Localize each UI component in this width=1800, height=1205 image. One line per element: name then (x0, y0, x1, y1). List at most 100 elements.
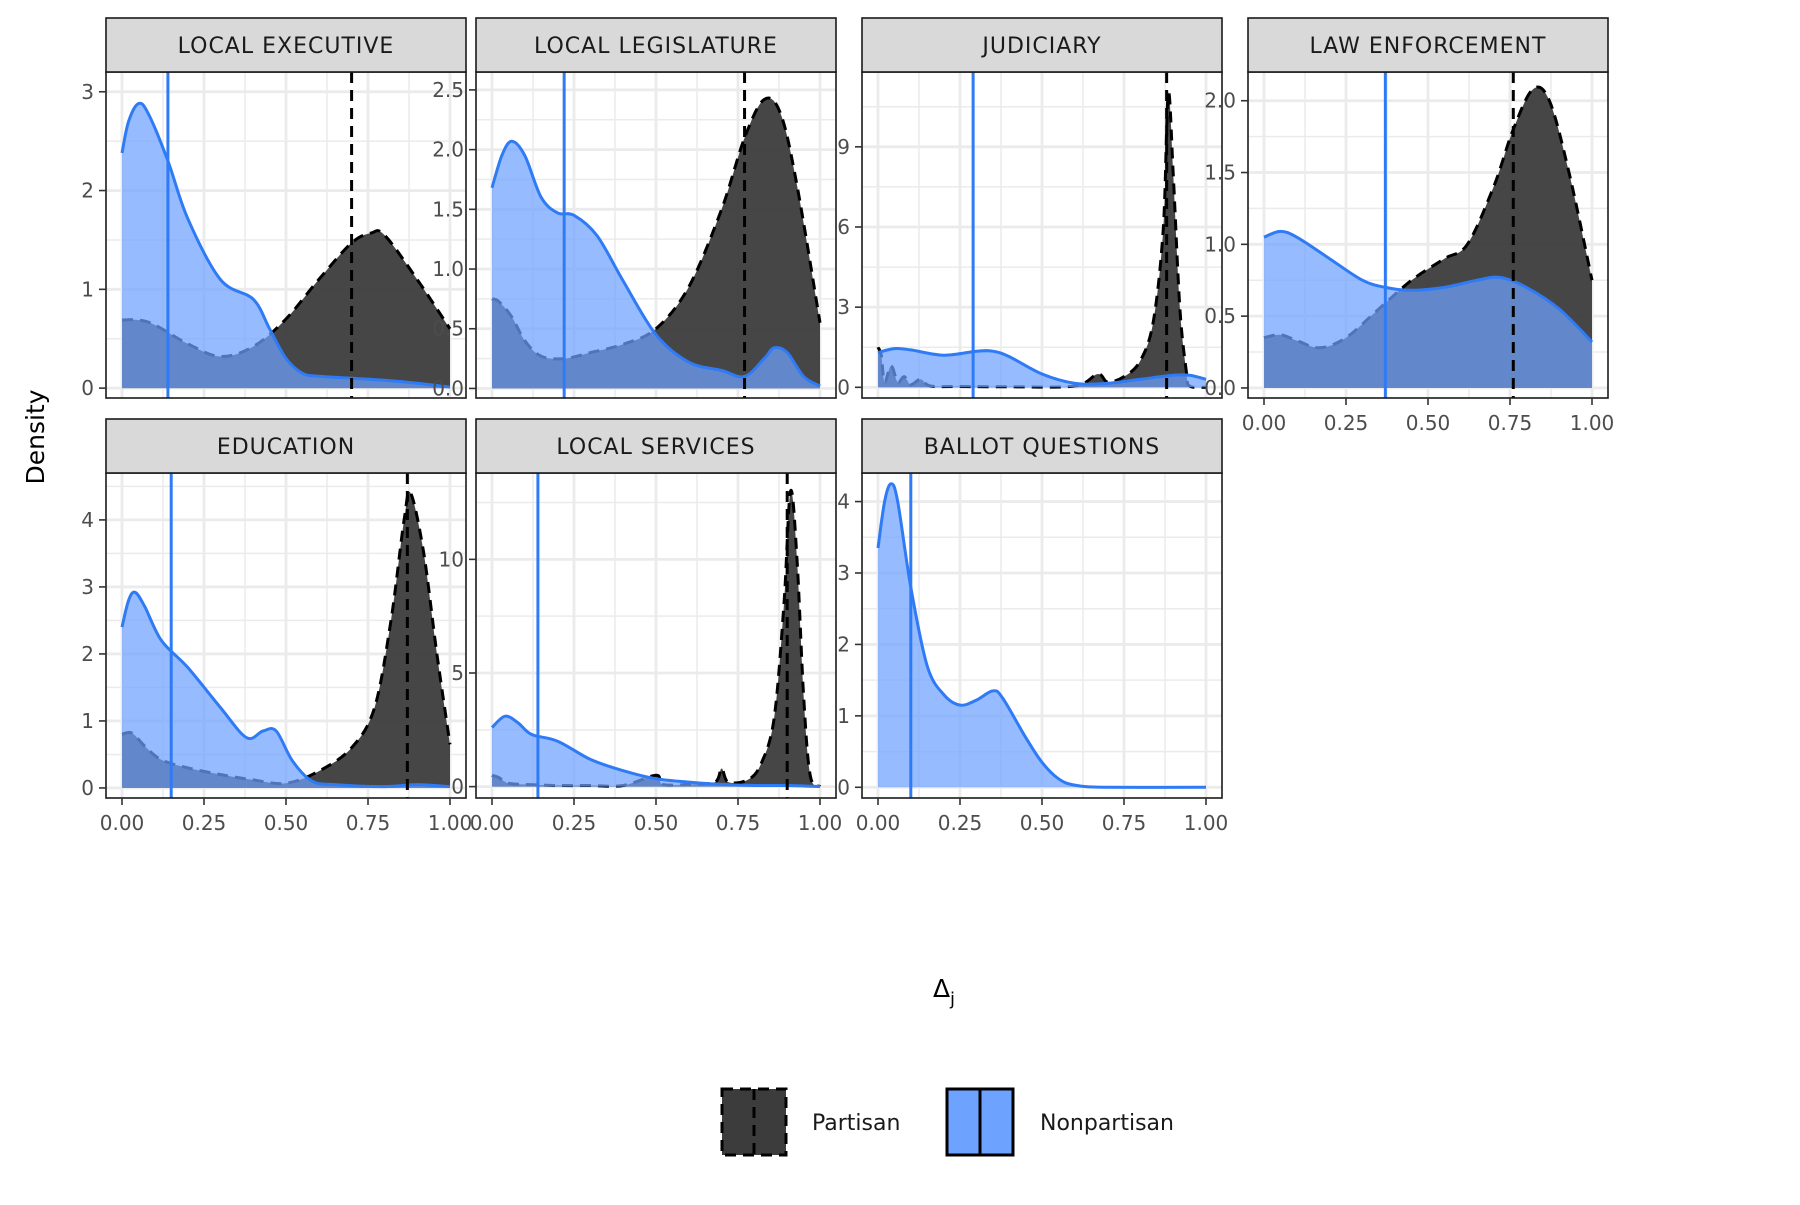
y-tick-label: 1 (81, 277, 94, 301)
y-tick-label: 1.5 (432, 197, 464, 221)
partisan-density-line (121, 229, 452, 359)
y-tick-label: 3 (837, 561, 850, 585)
y-tick-label: 1.0 (432, 257, 464, 281)
x-tick-label: 0.50 (1406, 411, 1451, 435)
x-tick-label: 0.25 (938, 811, 983, 835)
y-tick-label: 0.5 (1204, 304, 1236, 328)
x-tick-label: 0.25 (182, 811, 227, 835)
x-tick-label: 0.00 (100, 811, 145, 835)
legend-label-partisan: Partisan (812, 1111, 900, 1136)
nonpartisan-density-area (492, 141, 820, 389)
y-tick-label: 3 (81, 80, 94, 104)
nonpartisan-density-area (878, 483, 1206, 788)
y-tick-label: 4 (81, 508, 94, 532)
panel-ballot-questions: BALLOT QUESTIONS 0 1 2 3 4 0.00 0.25 0.50 0.75 1.0… (837, 418, 1229, 835)
x-tick-label: 0.75 (716, 811, 761, 835)
y-tick-label: 0.0 (432, 376, 464, 400)
facet-strip-title: LOCAL LEGISLATURE (534, 34, 778, 59)
y-tick-label: 1 (81, 709, 94, 733)
x-tick-label: 0.50 (264, 811, 309, 835)
facet-strip (861, 17, 1223, 73)
nonpartisan-density-line (120, 590, 451, 789)
x-tick-label: 0.75 (346, 811, 391, 835)
panel-local-executive: LOCAL EXECUTIVE 0 1 2 3 (81, 17, 467, 400)
y-tick-label: 1 (837, 704, 850, 728)
y-tick-label: 1.5 (1204, 161, 1236, 185)
y-tick-label: 2 (81, 642, 94, 666)
facet-strip-title: BALLOT QUESTIONS (924, 435, 1161, 460)
facet-strip (861, 418, 1223, 474)
x-axis-title-main: Δ (933, 974, 950, 1003)
y-tick-label: 0.5 (432, 317, 464, 341)
data-layer (490, 72, 822, 398)
partisan-density-area (122, 230, 450, 389)
x-tick-label: 0.00 (1242, 411, 1287, 435)
x-axis-title-subscript: j (949, 989, 955, 1010)
y-tick-label: 0 (81, 376, 94, 400)
y-tick-label: 2.5 (432, 78, 464, 102)
partisan-density-line (876, 91, 1207, 390)
nonpartisan-density-area (122, 103, 450, 389)
x-tick-label: 0.25 (1324, 411, 1369, 435)
data-layer (1263, 72, 1594, 398)
panel-local-legislature: LOCAL LEGISLATURE 0.0 0.5 1.0 1.5 2.0 2.5 (432, 17, 837, 400)
y-tick-label: 2.0 (432, 138, 464, 162)
y-tick-label: 3 (837, 295, 850, 319)
y-tick-label: 0.0 (1204, 376, 1236, 400)
nonpartisan-density-line (1263, 229, 1594, 344)
facet-strip-title: LOCAL EXECUTIVE (178, 34, 395, 59)
y-tick-label: 2 (837, 632, 850, 656)
partisan-density-line (121, 490, 452, 786)
y-tick-label: 9 (837, 135, 850, 159)
y-tick-label: 6 (837, 215, 850, 239)
partisan-density-area (492, 98, 820, 389)
y-tick-label: 2.0 (1204, 89, 1236, 113)
nonpartisan-density-area (122, 592, 450, 788)
nonpartisan-density-area (492, 716, 820, 787)
facet-strip-title: JUDICIARY (980, 34, 1101, 59)
y-tick-label: 1.0 (1204, 232, 1236, 256)
x-tick-label: 0.25 (552, 811, 597, 835)
y-tick-label: 4 (837, 490, 850, 514)
facet-strip-title: LAW ENFORCEMENT (1310, 34, 1547, 59)
data-layer (876, 72, 1207, 398)
y-tick-label: 3 (81, 575, 94, 599)
panel-law-enforcement: LAW ENFORCEMENT 0.0 0.5 1.0 1.5 2.0 0.00 0.25 0.… (1204, 17, 1615, 435)
x-tick-label: 1.00 (1184, 811, 1229, 835)
y-tick-label: 5 (451, 661, 464, 685)
nonpartisan-density-area (878, 348, 1206, 388)
facet-strip (1247, 17, 1609, 73)
y-tick-label: 0 (837, 375, 850, 399)
facet-strip (105, 418, 467, 474)
facet-strip-title: EDUCATION (217, 435, 355, 460)
x-tick-label: 0.50 (634, 811, 679, 835)
facet-strip-title: LOCAL SERVICES (556, 435, 755, 460)
legend: Partisan Nonpartisan (720, 1087, 1174, 1157)
facet-strip (105, 17, 467, 73)
x-axis-title: Δj (933, 974, 955, 1010)
nonpartisan-density-line (120, 101, 451, 389)
gridlines (862, 72, 1222, 398)
x-tick-label: 1.00 (1570, 411, 1615, 435)
y-axis-title: Density (21, 389, 50, 484)
legend-label-nonpartisan: Nonpartisan (1040, 1111, 1174, 1136)
y-tick-label: 0 (451, 775, 464, 799)
panel-local-services: LOCAL SERVICES 0 5 10 0.00 0.25 0.50 0.75 1.00 (439, 418, 843, 835)
partisan-density-area (878, 92, 1206, 388)
y-tick-label: 0 (837, 775, 850, 799)
x-tick-label: 0.00 (856, 811, 901, 835)
panel-judiciary: JUDICIARY 0 3 6 9 (837, 17, 1223, 399)
data-layer (120, 72, 452, 398)
x-tick-label: 1.00 (798, 811, 843, 835)
y-tick-label: 2 (81, 179, 94, 203)
data-layer (120, 473, 452, 798)
x-tick-label: 0.75 (1488, 411, 1533, 435)
y-tick-label: 10 (439, 547, 464, 571)
panel-education: EDUCATION 0 1 2 3 4 0.00 0.25 0.50 0.75 1.00 (81, 418, 472, 835)
nonpartisan-density-line (876, 482, 1207, 789)
nonpartisan-density-line (490, 714, 821, 789)
y-tick-label: 0 (81, 776, 94, 800)
x-tick-label: 0.50 (1020, 811, 1065, 835)
